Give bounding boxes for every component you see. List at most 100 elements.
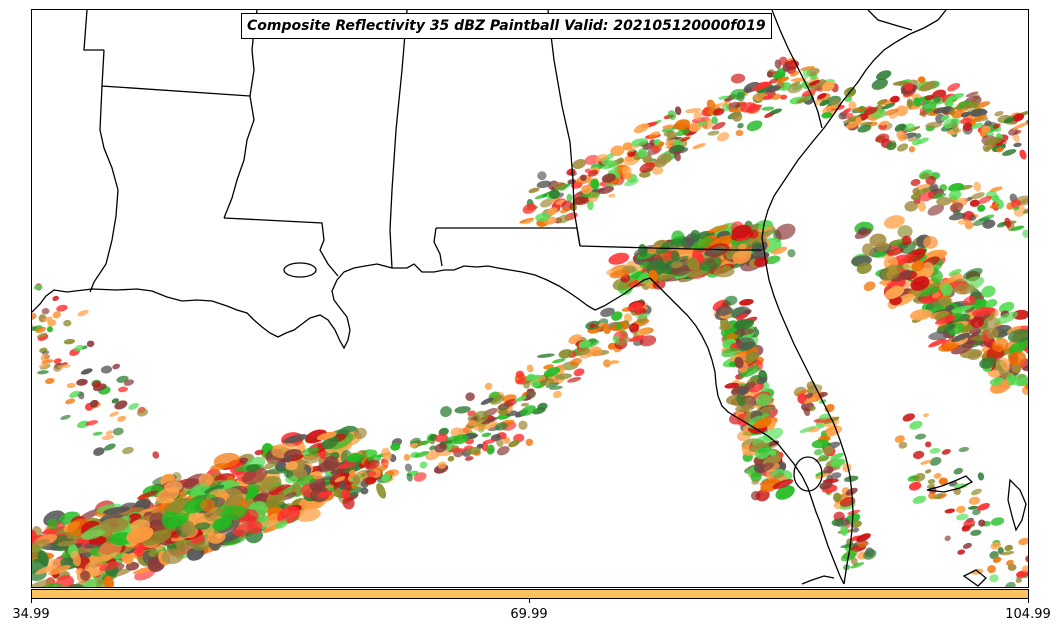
reflectivity-blob bbox=[751, 479, 760, 485]
reflectivity-blob bbox=[876, 70, 892, 81]
reflectivity-blob bbox=[872, 251, 887, 258]
reflectivity-blob bbox=[1006, 373, 1027, 386]
reflectivity-blob bbox=[161, 548, 184, 565]
reflectivity-blob bbox=[956, 513, 969, 521]
reflectivity-blob bbox=[167, 516, 187, 527]
reflectivity-blob bbox=[752, 82, 769, 91]
reflectivity-blob bbox=[242, 467, 268, 485]
reflectivity-blob bbox=[971, 192, 985, 200]
reflectivity-blob bbox=[414, 451, 429, 458]
reflectivity-blob bbox=[301, 446, 320, 457]
reflectivity-blob bbox=[569, 357, 582, 366]
reflectivity-blob bbox=[671, 250, 680, 263]
reflectivity-blob bbox=[960, 111, 971, 118]
reflectivity-blob bbox=[662, 124, 675, 129]
reflectivity-blob bbox=[706, 99, 716, 110]
reflectivity-blob bbox=[970, 316, 985, 328]
reflectivity-blob bbox=[894, 123, 907, 132]
reflectivity-blob bbox=[1004, 217, 1012, 228]
reflectivity-blob bbox=[985, 132, 995, 137]
reflectivity-blob bbox=[968, 496, 981, 505]
reflectivity-blob bbox=[523, 218, 534, 225]
reflectivity-blob bbox=[98, 561, 121, 571]
reflectivity-blob bbox=[772, 479, 794, 490]
reflectivity-blob bbox=[977, 195, 993, 204]
reflectivity-blob bbox=[609, 269, 630, 279]
reflectivity-blob bbox=[978, 317, 1001, 331]
reflectivity-blob bbox=[652, 167, 664, 175]
reflectivity-blob bbox=[41, 350, 50, 355]
reflectivity-blob bbox=[404, 463, 413, 472]
reflectivity-blob bbox=[939, 296, 952, 307]
reflectivity-blob bbox=[801, 88, 817, 97]
reflectivity-blob bbox=[947, 93, 964, 101]
reflectivity-blob bbox=[924, 94, 934, 101]
reflectivity-blob bbox=[480, 397, 494, 405]
reflectivity-blob bbox=[99, 517, 129, 533]
reflectivity-blob bbox=[901, 235, 912, 246]
border-ar-la bbox=[101, 49, 251, 97]
reflectivity-blob bbox=[47, 518, 59, 531]
reflectivity-blob bbox=[245, 464, 260, 472]
reflectivity-blob bbox=[403, 453, 411, 461]
reflectivity-blob bbox=[46, 326, 53, 333]
reflectivity-blob bbox=[535, 212, 550, 222]
reflectivity-blob bbox=[735, 129, 744, 137]
reflectivity-blob bbox=[969, 108, 988, 117]
reflectivity-blob bbox=[826, 430, 838, 438]
reflectivity-blob bbox=[484, 382, 493, 390]
reflectivity-blob bbox=[607, 342, 617, 350]
reflectivity-blob bbox=[925, 441, 932, 448]
reflectivity-blob bbox=[711, 116, 718, 125]
reflectivity-blob bbox=[628, 335, 645, 342]
reflectivity-blob bbox=[726, 332, 738, 341]
reflectivity-blob bbox=[1022, 229, 1028, 238]
reflectivity-blob bbox=[819, 99, 830, 107]
reflectivity-blob bbox=[41, 359, 54, 365]
reflectivity-blob bbox=[923, 413, 930, 418]
reflectivity-blob bbox=[194, 522, 211, 530]
border-ga-fl bbox=[579, 245, 762, 251]
reflectivity-blob bbox=[947, 82, 961, 92]
reflectivity-blob bbox=[787, 249, 796, 258]
reflectivity-blob bbox=[198, 473, 213, 488]
reflectivity-blob bbox=[766, 71, 774, 78]
reflectivity-blob bbox=[910, 276, 930, 291]
reflectivity-blob bbox=[611, 166, 619, 173]
border-la-ms-river bbox=[223, 10, 258, 219]
reflectivity-blob bbox=[639, 335, 657, 347]
reflectivity-blob bbox=[1010, 199, 1021, 208]
reflectivity-blob bbox=[633, 123, 650, 134]
reflectivity-blob bbox=[1028, 137, 1029, 151]
reflectivity-blob bbox=[40, 353, 50, 362]
bahamas-island-1 bbox=[926, 475, 974, 493]
reflectivity-blob bbox=[887, 248, 904, 256]
reflectivity-blob bbox=[540, 378, 555, 386]
reflectivity-blob bbox=[776, 76, 790, 83]
reflectivity-blob bbox=[991, 337, 1009, 352]
reflectivity-blob bbox=[488, 394, 504, 404]
reflectivity-blob bbox=[41, 307, 50, 315]
reflectivity-blob bbox=[972, 217, 990, 226]
reflectivity-blob bbox=[69, 390, 80, 398]
reflectivity-blob bbox=[862, 243, 874, 256]
reflectivity-blob bbox=[894, 435, 905, 443]
reflectivity-blob bbox=[782, 63, 791, 72]
reflectivity-blob bbox=[744, 381, 756, 389]
reflectivity-blob bbox=[37, 370, 49, 375]
border-al-fl-west bbox=[433, 227, 443, 267]
reflectivity-blob bbox=[998, 301, 1015, 313]
reflectivity-blob bbox=[608, 193, 616, 198]
reflectivity-blob bbox=[530, 380, 541, 388]
reflectivity-blob bbox=[707, 224, 729, 234]
reflectivity-blob bbox=[556, 214, 571, 224]
colorbar-tick-label-mid: 69.99 bbox=[510, 607, 548, 622]
reflectivity-blob bbox=[946, 313, 971, 325]
reflectivity-blob bbox=[769, 108, 782, 115]
reflectivity-blob bbox=[467, 419, 477, 427]
reflectivity-blob bbox=[148, 550, 158, 557]
reflectivity-blob bbox=[898, 441, 908, 449]
reflectivity-blob bbox=[486, 447, 494, 455]
reflectivity-blob bbox=[800, 66, 815, 71]
reflectivity-blob bbox=[674, 119, 691, 131]
